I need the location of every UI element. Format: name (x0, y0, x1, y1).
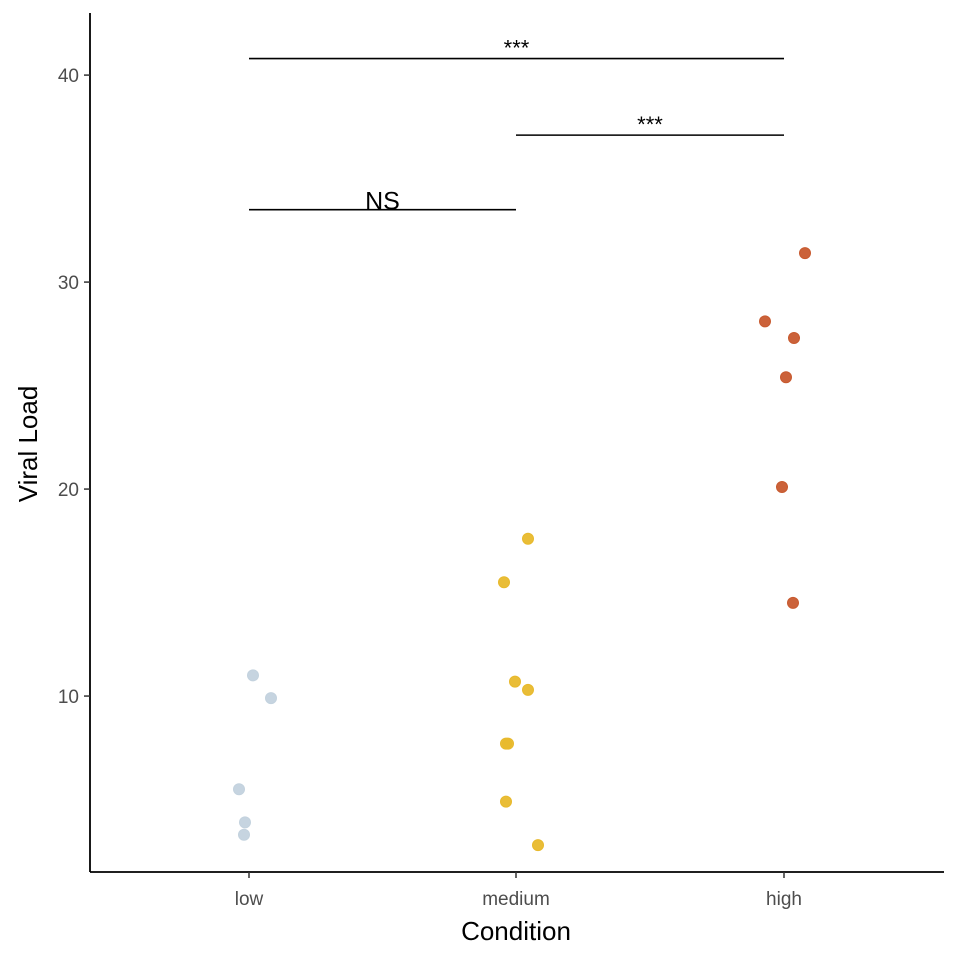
data-points (233, 247, 811, 852)
significance-label: NS (365, 188, 400, 216)
data-point-high (799, 247, 811, 260)
significance-annotations: NS *** *** (249, 36, 784, 216)
data-point-high (787, 596, 799, 609)
data-point-high (776, 481, 788, 494)
data-point-medium (509, 675, 521, 688)
ticks: 10 20 30 40 low medium high (58, 66, 802, 910)
data-point-high (759, 315, 771, 328)
x-tick-label: high (766, 889, 802, 910)
data-point-high (780, 371, 792, 384)
y-tick-label: 20 (58, 480, 79, 501)
data-point-medium (532, 839, 544, 852)
x-tick-label: medium (482, 889, 550, 910)
data-point-medium (498, 576, 510, 589)
data-point-low (233, 783, 245, 796)
data-point-high (788, 331, 800, 344)
y-tick-label: 30 (58, 273, 79, 294)
x-axis-title: Condition (461, 916, 571, 946)
axes (89, 13, 944, 873)
significance-label: *** (637, 112, 663, 137)
y-tick-label: 10 (58, 687, 79, 708)
y-tick-label: 40 (58, 66, 79, 87)
data-point-medium (522, 532, 534, 545)
significance-label: *** (504, 36, 530, 61)
y-axis-title: Viral Load (13, 386, 43, 503)
x-tick-label: low (235, 889, 264, 910)
data-point-low (265, 692, 277, 705)
data-point-medium (522, 683, 534, 696)
data-point-medium (500, 795, 512, 808)
data-point-medium (500, 737, 512, 750)
data-point-low (247, 669, 259, 682)
data-point-low (239, 816, 251, 829)
data-point-low (238, 828, 250, 841)
